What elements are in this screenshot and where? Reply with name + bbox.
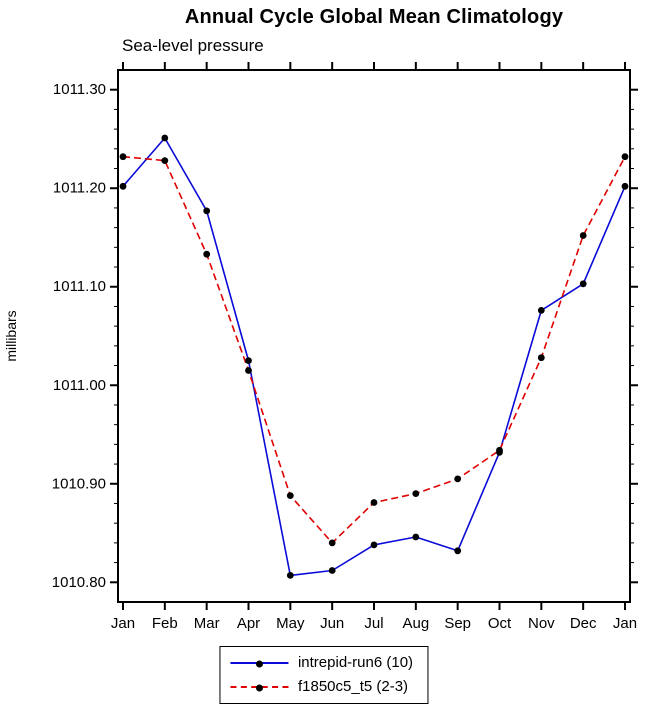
y-axis-minor-ticks xyxy=(114,108,634,564)
legend-marker-dot xyxy=(255,660,263,667)
data-point-marker xyxy=(161,134,169,142)
series-line-1 xyxy=(122,155,626,544)
series-markers-0 xyxy=(119,134,629,579)
plot-border xyxy=(117,69,631,603)
legend-item-intrepid-run6: intrepid-run6 (10) xyxy=(229,652,414,673)
data-point-marker xyxy=(454,547,462,555)
y-axis-major-ticks xyxy=(110,88,638,584)
data-point-marker xyxy=(537,307,545,314)
x-axis-ticks xyxy=(122,62,626,610)
x-tick-label: May xyxy=(276,615,305,632)
x-tick-label: Feb xyxy=(152,615,178,632)
x-tick-label: Jan xyxy=(111,615,135,632)
x-tick-label: Jul xyxy=(364,615,383,632)
data-point-marker xyxy=(370,541,378,549)
data-point-marker xyxy=(537,354,545,362)
data-point-marker xyxy=(286,492,294,499)
data-point-marker xyxy=(579,232,587,239)
data-point-marker xyxy=(621,153,629,161)
x-tick-label: Nov xyxy=(528,615,555,632)
y-tick-label: 1010.80 xyxy=(52,574,106,591)
legend-marker-dot xyxy=(255,684,263,691)
x-tick-label: Mar xyxy=(194,615,220,632)
x-tick-label: Apr xyxy=(237,615,260,632)
x-tick-label: Jun xyxy=(320,615,344,632)
y-tick-label: 1011.20 xyxy=(53,180,106,197)
x-tick-label: Aug xyxy=(402,615,429,632)
data-point-marker xyxy=(161,157,169,164)
y-tick-label: 1011.10 xyxy=(53,278,106,295)
x-tick-label: Sep xyxy=(444,615,471,632)
legend-line-sample-dashed xyxy=(229,684,288,691)
series-markers-1 xyxy=(119,153,629,547)
data-point-marker xyxy=(119,182,127,190)
legend-label: intrepid-run6 (10) xyxy=(297,654,414,671)
legend-line-sample-solid xyxy=(229,660,288,667)
x-tick-label: Oct xyxy=(488,615,512,632)
x-tick-label: Dec xyxy=(570,615,597,632)
line-chart: 1010.80 1010.90 1011.00 1011.10 1011.20 1011.… xyxy=(3,62,638,632)
x-tick-label: Jan xyxy=(613,615,637,632)
y-tick-label: 1011.30 xyxy=(53,81,106,98)
legend: intrepid-run6 (10) f1850c5_t5 (2-3) xyxy=(218,646,429,704)
data-point-marker xyxy=(412,490,420,497)
data-point-marker xyxy=(245,367,252,374)
data-point-marker xyxy=(203,207,211,215)
data-point-marker xyxy=(454,475,462,483)
data-point-marker xyxy=(245,357,252,364)
data-point-marker xyxy=(370,499,378,506)
data-point-marker xyxy=(579,280,587,288)
data-point-marker xyxy=(286,572,294,579)
chart-subtitle: Sea-level pressure xyxy=(122,36,264,55)
legend-item-f1850c5-t5: f1850c5_t5 (2-3) xyxy=(229,676,413,697)
y-tick-label: 1011.00 xyxy=(53,377,106,394)
y-axis-title: millibars xyxy=(3,310,19,361)
data-point-marker xyxy=(412,533,420,541)
data-point-marker xyxy=(203,250,211,258)
data-point-marker xyxy=(496,446,503,454)
y-tick-label: 1010.90 xyxy=(52,475,106,492)
data-point-marker xyxy=(621,182,629,190)
data-point-marker xyxy=(328,539,336,547)
legend-label: f1850c5_t5 (2-3) xyxy=(297,678,409,695)
chart-title: Annual Cycle Global Mean Climatology xyxy=(184,6,564,28)
data-point-marker xyxy=(328,567,336,574)
series-line-0 xyxy=(122,137,626,577)
data-point-marker xyxy=(119,153,127,161)
